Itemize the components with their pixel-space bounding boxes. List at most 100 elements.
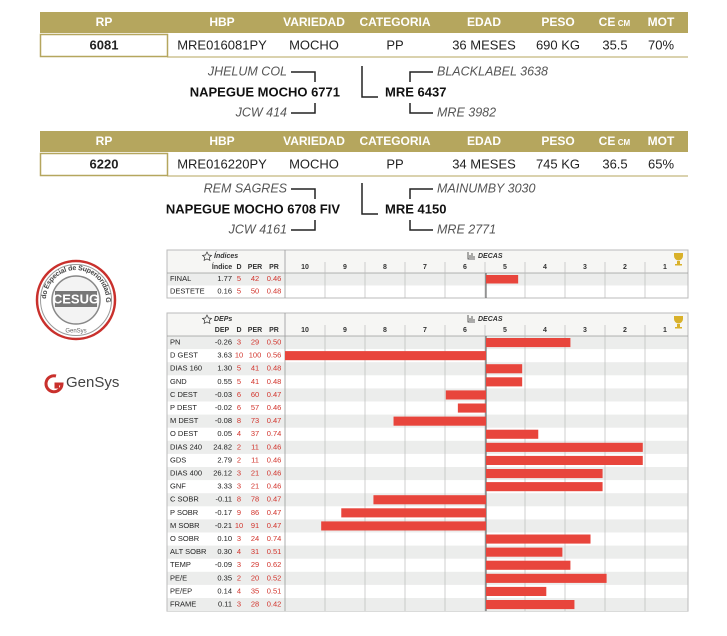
decas-label: 1 [663,327,667,334]
row-name: FINAL [170,274,191,283]
per-bar [341,508,486,518]
row-value: -0.02 [215,403,232,412]
row-per: 31 [251,547,259,556]
row-deca: 3 [237,600,241,609]
column-header: HBP [209,134,234,148]
row-deca: 3 [237,560,241,569]
row-value: 24.82 [213,442,232,451]
row-name: P SOBR [170,508,199,517]
column-value: MOCHO [289,156,339,171]
row-deca: 5 [237,377,241,386]
row-stripe [167,598,688,612]
brand-logo: GenSys [44,374,119,394]
column-value: MRE016220PY [177,156,267,171]
row-name: PN [170,338,180,347]
row-value: -0.17 [215,508,232,517]
row-value: 0.14 [217,586,232,595]
row-pr: 0.74 [267,429,282,438]
row-per: 21 [251,469,259,478]
column-value: 745 KG [536,156,580,171]
row-name: O SOBR [170,534,200,543]
decas-title: DECAS [478,253,503,260]
decas-label: 6 [463,264,467,271]
row-pr: 0.47 [267,416,282,425]
decas-label: 10 [301,264,309,271]
decas-label: 4 [543,264,547,271]
header-bar [40,12,688,33]
sire-sire: REM SAGRES [204,181,288,195]
dam: MRE 6437 [385,84,446,99]
row-per: 37 [251,429,259,438]
rp-box [39,33,169,58]
title-icon [201,314,213,325]
row-name: DIAS 400 [170,469,202,478]
per-bar [373,495,486,505]
row-per: 28 [251,600,259,609]
dam-sire: MAINUMBY 3030 [437,181,535,195]
column-value: MOCHO [289,37,339,52]
per-bar [486,364,523,374]
row-value: -0.11 [215,495,232,504]
row-deca: 5 [237,274,241,283]
column-value: 690 KG [536,37,580,52]
row-pr: 0.46 [267,482,282,491]
row-per: 41 [251,364,259,373]
row-name: PE/E [170,573,187,582]
row-deca: 10 [235,521,243,530]
decas-label: 7 [423,327,427,334]
row-pr: 0.42 [267,600,282,609]
row-value: 1.77 [217,274,232,283]
table-title: DEPs [214,316,232,323]
row-deca: 8 [237,416,241,425]
row-stripe [167,362,688,376]
dam-dam: MRE 2771 [437,222,496,236]
row-per: 29 [251,560,259,569]
row-deca: 4 [237,547,241,556]
row-per: 78 [251,495,259,504]
rp-box [39,152,169,177]
row-name: PE/EP [170,586,192,595]
column-header: PER [248,264,262,271]
row-per: 21 [251,482,259,491]
decas-label: 2 [623,264,627,271]
row-deca: 8 [237,495,241,504]
row-deca: 6 [237,403,241,412]
decas-label: 2 [623,327,627,334]
decas-label: 9 [343,327,347,334]
row-pr: 0.48 [267,377,282,386]
column-header: D [236,327,241,334]
decas-icon [467,315,475,323]
row-deca: 6 [237,390,241,399]
row-per: 91 [251,521,259,530]
row-pr: 0.48 [267,287,282,296]
per-bar [486,377,523,387]
row-pr: 0.46 [267,469,282,478]
row-pr: 0.46 [267,403,282,412]
row-deca: 4 [237,586,241,595]
column-value: 70% [648,37,674,52]
row-value: 0.30 [217,547,232,556]
decas-label: 3 [583,327,587,334]
row-deca: 2 [237,455,241,464]
row-pr: 0.52 [267,573,282,582]
row-per: 20 [251,573,259,582]
dam-dam: MRE 3982 [437,105,496,119]
row-value: 0.16 [217,287,232,296]
per-bar [457,403,486,413]
decas-label: 1 [663,264,667,271]
row-pr: 0.56 [267,351,282,360]
row-per: 35 [251,586,259,595]
row-deca: 3 [237,482,241,491]
row-name: GDS [170,455,186,464]
decas-label: 3 [583,264,587,271]
per-bar [486,455,643,465]
per-bar [445,390,486,400]
decas-label: 8 [383,264,387,271]
column-header: PER [248,327,262,334]
sire-dam: JCW 4161 [228,222,287,236]
row-name: ALT SOBR [170,547,207,556]
per-bar [285,351,486,361]
decas-label: 5 [503,327,507,334]
row-per: 29 [251,338,259,347]
